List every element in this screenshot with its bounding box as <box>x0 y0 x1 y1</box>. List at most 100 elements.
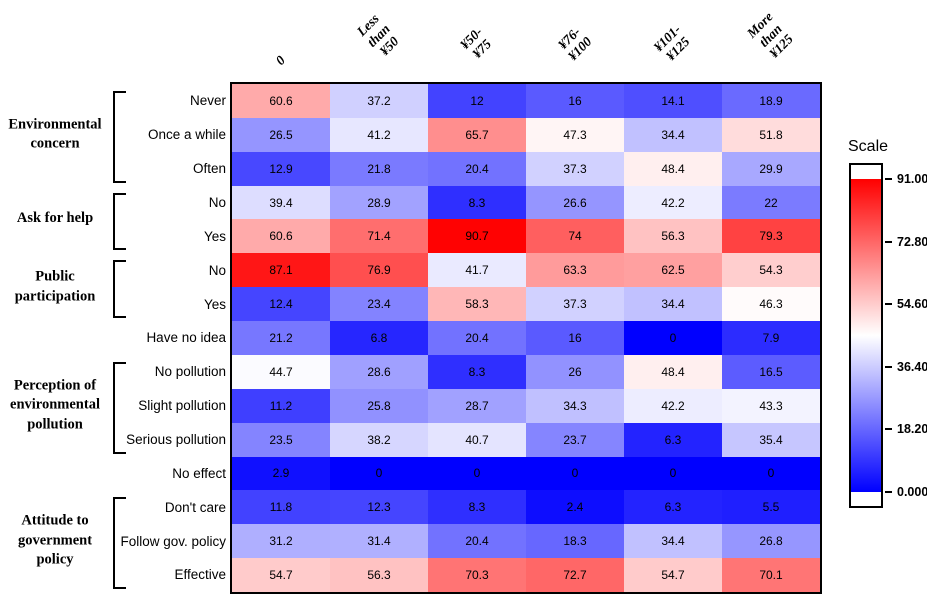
row-label: Follow gov. policy <box>120 533 226 549</box>
heatmap-cell: 35.4 <box>722 422 820 457</box>
heatmap-cell: 2.9 <box>232 456 330 491</box>
legend-tick-mark <box>885 428 892 431</box>
group-label: Perception of environmental pollution <box>10 377 100 433</box>
column-header: ¥76-¥100 <box>555 24 595 64</box>
heatmap-cell: 6.8 <box>330 321 428 355</box>
heatmap-cell: 42.2 <box>624 185 722 220</box>
heatmap-cell: 29.9 <box>722 151 820 186</box>
heatmap-cell: 87.1 <box>232 253 330 288</box>
heatmap-cell: 47.3 <box>526 117 624 152</box>
column-header: More than ¥125 <box>743 8 796 61</box>
heatmap-cell: 6.3 <box>624 422 722 457</box>
heatmap-cell: 14.1 <box>624 84 722 118</box>
heatmap-cell: 23.7 <box>526 422 624 457</box>
heatmap-cell: 21.2 <box>232 321 330 355</box>
heatmap-cell: 8.3 <box>428 490 526 525</box>
heatmap-cell: 26 <box>526 354 624 389</box>
row-label: Never <box>189 93 226 109</box>
heatmap-cell: 0 <box>624 456 722 491</box>
legend-tick-mark <box>885 303 892 306</box>
heatmap-cell: 39.4 <box>232 185 330 220</box>
heatmap-cell: 51.8 <box>722 117 820 152</box>
heatmap-cell: 7.9 <box>722 321 820 355</box>
column-header: ¥50-¥75 <box>457 24 495 62</box>
heatmap-cell: 37.3 <box>526 287 624 322</box>
heatmap-cell: 40.7 <box>428 422 526 457</box>
heatmap-cell: 56.3 <box>624 219 722 254</box>
heatmap-cell: 34.4 <box>624 117 722 152</box>
heatmap-cell: 12.4 <box>232 287 330 322</box>
heatmap-cell: 28.9 <box>330 185 428 220</box>
heatmap-cell: 31.4 <box>330 524 428 559</box>
heatmap-cell: 5.5 <box>722 490 820 525</box>
group-bracket <box>113 497 126 589</box>
group-bracket <box>113 361 126 454</box>
heatmap-cell: 20.4 <box>428 151 526 186</box>
heatmap-cell: 0 <box>428 456 526 491</box>
heatmap-cell: 37.3 <box>526 151 624 186</box>
heatmap-cell: 54.3 <box>722 253 820 288</box>
row-label: Have no idea <box>146 330 226 346</box>
heatmap-cell: 16 <box>526 321 624 355</box>
legend-tick-mark <box>885 491 892 493</box>
heatmap-cell: 12.9 <box>232 151 330 186</box>
heatmap-cell: 28.6 <box>330 354 428 389</box>
heatmap-cell: 56.3 <box>330 558 428 592</box>
heatmap-cell: 38.2 <box>330 422 428 457</box>
legend-colorbar-bottom-cap <box>851 492 881 506</box>
heatmap-cell: 25.8 <box>330 388 428 423</box>
legend-tick-label: 0.000 <box>897 485 927 499</box>
group-label: Public participation <box>14 268 96 305</box>
heatmap-cell: 21.8 <box>330 151 428 186</box>
heatmap-cell: 0 <box>330 456 428 491</box>
heatmap-cell: 20.4 <box>428 524 526 559</box>
heatmap-cell: 8.3 <box>428 354 526 389</box>
heatmap-cell: 42.2 <box>624 388 722 423</box>
row-label: Yes <box>203 228 226 244</box>
legend-colorbar <box>849 163 883 508</box>
heatmap-cell: 37.2 <box>330 84 428 118</box>
heatmap-cell: 34.3 <box>526 388 624 423</box>
heatmap-cell: 70.1 <box>722 558 820 592</box>
column-header: ¥101-¥125 <box>650 21 693 64</box>
row-label: Don't care <box>164 499 226 515</box>
heatmap-cell: 12.3 <box>330 490 428 525</box>
heatmap-cell: 71.4 <box>330 219 428 254</box>
legend-tick-mark <box>885 240 892 243</box>
group-label: Ask for help <box>16 210 94 227</box>
heatmap-cell: 41.2 <box>330 117 428 152</box>
row-labels-column: Never Once a while Often No Yes No Yes Have no … <box>0 84 226 592</box>
heatmap-cell: 65.7 <box>428 117 526 152</box>
row-label: No pollution <box>154 364 226 380</box>
group-bracket <box>113 192 126 251</box>
heatmap-cell: 48.4 <box>624 151 722 186</box>
heatmap-cell: 0 <box>722 456 820 491</box>
legend-tick-label: 18.20 <box>897 422 927 437</box>
heatmap-cell: 60.6 <box>232 84 330 118</box>
legend-tick-label: 72.80 <box>897 234 927 249</box>
group-bracket <box>113 91 126 183</box>
row-label: No <box>208 262 226 278</box>
heatmap-cell: 23.5 <box>232 422 330 457</box>
group-bracket <box>113 260 126 319</box>
row-label: Effective <box>174 567 226 583</box>
legend-tick-label: 36.40 <box>897 359 927 374</box>
row-label: No <box>208 195 226 210</box>
row-label: Serious pollution <box>126 432 226 448</box>
heatmap-cell: 16 <box>526 84 624 118</box>
heatmap-cell: 43.3 <box>722 388 820 423</box>
heatmap-cell: 58.3 <box>428 287 526 322</box>
heatmap-cell: 18.3 <box>526 524 624 559</box>
heatmap-cell: 34.4 <box>624 287 722 322</box>
heatmap-cell: 2.4 <box>526 490 624 525</box>
heatmap-cell: 79.3 <box>722 219 820 254</box>
heatmap-cell: 31.2 <box>232 524 330 559</box>
group-label: Environmental concern <box>8 116 102 152</box>
heatmap-cell: 11.8 <box>232 490 330 525</box>
heatmap-cell: 12 <box>428 84 526 118</box>
heatmap-cell: 76.9 <box>330 253 428 288</box>
heatmap-cell: 60.6 <box>232 219 330 254</box>
heatmap-cell: 44.7 <box>232 354 330 389</box>
heatmap-cell: 72.7 <box>526 558 624 592</box>
row-label: Yes <box>203 296 226 312</box>
